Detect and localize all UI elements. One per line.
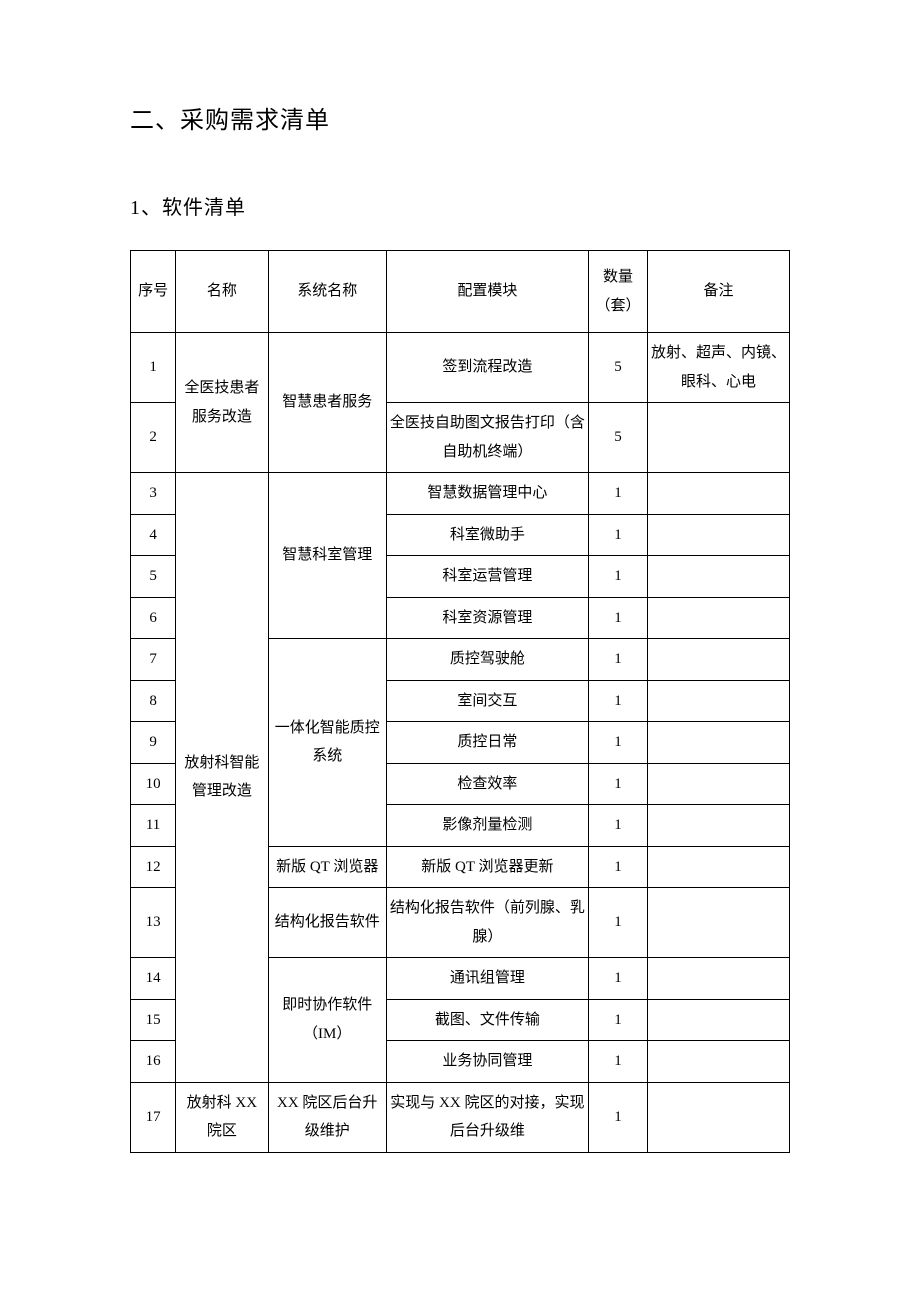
cell-module: 科室资源管理	[386, 597, 588, 639]
cell-note: 放射、超声、内镜、眼科、心电	[648, 333, 790, 403]
cell-seq: 1	[131, 333, 176, 403]
cell-note	[648, 846, 790, 888]
cell-qty: 1	[588, 763, 647, 805]
cell-seq: 9	[131, 722, 176, 764]
cell-note	[648, 999, 790, 1041]
col-header-seq: 序号	[131, 251, 176, 333]
cell-module: 检查效率	[386, 763, 588, 805]
sub-section-title: 1、软件清单	[130, 191, 790, 220]
cell-note	[648, 597, 790, 639]
cell-qty: 1	[588, 888, 647, 958]
cell-seq: 4	[131, 514, 176, 556]
table-row: 3放射科智能管理改造智慧科室管理智慧数据管理中心1	[131, 473, 790, 515]
cell-seq: 12	[131, 846, 176, 888]
table-row: 1全医技患者服务改造智慧患者服务签到流程改造5放射、超声、内镜、眼科、心电	[131, 333, 790, 403]
col-header-mod: 配置模块	[386, 251, 588, 333]
cell-seq: 5	[131, 556, 176, 598]
cell-note	[648, 473, 790, 515]
cell-note	[648, 639, 790, 681]
cell-qty: 1	[588, 597, 647, 639]
col-header-name: 名称	[176, 251, 268, 333]
cell-seq: 15	[131, 999, 176, 1041]
cell-system: 新版 QT 浏览器	[268, 846, 386, 888]
cell-qty: 1	[588, 958, 647, 1000]
cell-system: 智慧科室管理	[268, 473, 386, 639]
cell-seq: 10	[131, 763, 176, 805]
cell-name: 全医技患者服务改造	[176, 333, 268, 473]
table-header-row: 序号 名称 系统名称 配置模块 数量（套） 备注	[131, 251, 790, 333]
cell-module: 结构化报告软件（前列腺、乳腺）	[386, 888, 588, 958]
cell-module: 通讯组管理	[386, 958, 588, 1000]
software-list-table: 序号 名称 系统名称 配置模块 数量（套） 备注 1全医技患者服务改造智慧患者服…	[130, 250, 790, 1153]
cell-name: 放射科智能管理改造	[176, 473, 268, 1083]
cell-note	[648, 722, 790, 764]
cell-qty: 1	[588, 514, 647, 556]
cell-seq: 7	[131, 639, 176, 681]
cell-qty: 1	[588, 722, 647, 764]
cell-seq: 16	[131, 1041, 176, 1083]
cell-seq: 8	[131, 680, 176, 722]
cell-system: 即时协作软件（IM）	[268, 958, 386, 1083]
cell-note	[648, 888, 790, 958]
cell-seq: 13	[131, 888, 176, 958]
cell-note	[648, 805, 790, 847]
section-title: 二、采购需求清单	[130, 100, 790, 135]
cell-qty: 1	[588, 473, 647, 515]
cell-qty: 1	[588, 846, 647, 888]
cell-qty: 1	[588, 999, 647, 1041]
cell-module: 室间交互	[386, 680, 588, 722]
cell-seq: 17	[131, 1082, 176, 1152]
cell-system: 一体化智能质控系统	[268, 639, 386, 847]
cell-module: 质控驾驶舱	[386, 639, 588, 681]
cell-module: 影像剂量检测	[386, 805, 588, 847]
table-row: 17放射科 XX 院区XX 院区后台升级维护实现与 XX 院区的对接，实现后台升…	[131, 1082, 790, 1152]
cell-system: 智慧患者服务	[268, 333, 386, 473]
cell-module: 业务协同管理	[386, 1041, 588, 1083]
cell-system: XX 院区后台升级维护	[268, 1082, 386, 1152]
cell-seq: 2	[131, 403, 176, 473]
cell-name: 放射科 XX 院区	[176, 1082, 268, 1152]
cell-qty: 1	[588, 680, 647, 722]
cell-qty: 1	[588, 639, 647, 681]
document-page: 二、采购需求清单 1、软件清单 序号 名称 系统名称 配置模块 数量（套） 备注…	[0, 0, 920, 1301]
cell-note	[648, 403, 790, 473]
cell-note	[648, 556, 790, 598]
cell-module: 签到流程改造	[386, 333, 588, 403]
cell-module: 实现与 XX 院区的对接，实现后台升级维	[386, 1082, 588, 1152]
cell-seq: 11	[131, 805, 176, 847]
cell-qty: 5	[588, 403, 647, 473]
cell-note	[648, 763, 790, 805]
cell-module: 全医技自助图文报告打印（含自助机终端）	[386, 403, 588, 473]
cell-qty: 1	[588, 1082, 647, 1152]
cell-note	[648, 680, 790, 722]
cell-module: 截图、文件传输	[386, 999, 588, 1041]
cell-qty: 5	[588, 333, 647, 403]
cell-note	[648, 1082, 790, 1152]
cell-module: 新版 QT 浏览器更新	[386, 846, 588, 888]
cell-seq: 3	[131, 473, 176, 515]
col-header-sys: 系统名称	[268, 251, 386, 333]
col-header-note: 备注	[648, 251, 790, 333]
col-header-qty: 数量（套）	[588, 251, 647, 333]
cell-module: 智慧数据管理中心	[386, 473, 588, 515]
cell-system: 结构化报告软件	[268, 888, 386, 958]
table-body: 1全医技患者服务改造智慧患者服务签到流程改造5放射、超声、内镜、眼科、心电2全医…	[131, 333, 790, 1153]
cell-note	[648, 514, 790, 556]
cell-seq: 14	[131, 958, 176, 1000]
cell-qty: 1	[588, 805, 647, 847]
cell-module: 科室运营管理	[386, 556, 588, 598]
cell-seq: 6	[131, 597, 176, 639]
cell-qty: 1	[588, 556, 647, 598]
cell-module: 质控日常	[386, 722, 588, 764]
cell-qty: 1	[588, 1041, 647, 1083]
cell-note	[648, 1041, 790, 1083]
cell-note	[648, 958, 790, 1000]
cell-module: 科室微助手	[386, 514, 588, 556]
